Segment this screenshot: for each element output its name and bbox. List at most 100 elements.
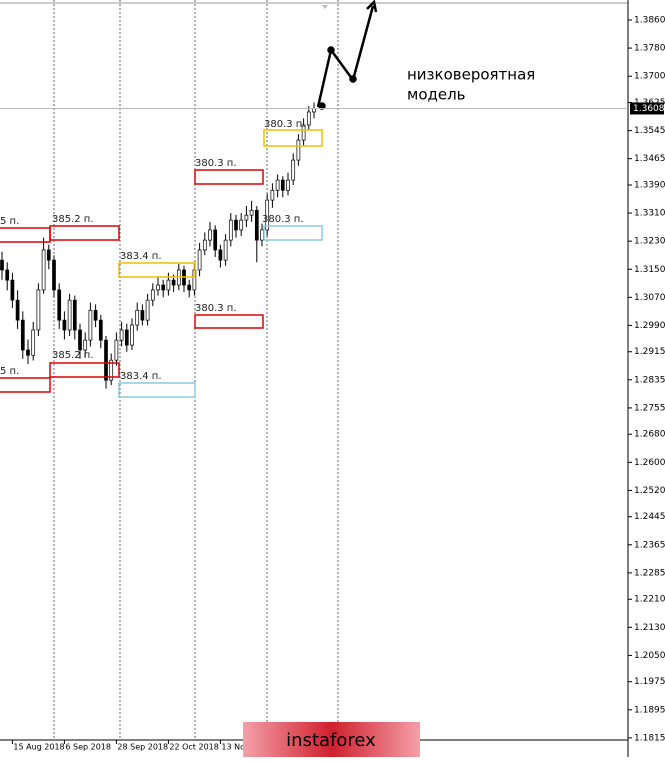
zone-label: 5 п.: [0, 366, 19, 377]
body: [161, 284, 166, 291]
y-tick-label: 1.3860: [634, 16, 665, 26]
y-tick-label: 1.3390: [634, 181, 665, 191]
axis: 1.38601.37801.37001.36251.35451.34651.33…: [0, 16, 665, 752]
body: [280, 179, 285, 191]
body: [104, 339, 108, 381]
y-tick-label: 1.3545: [634, 126, 665, 136]
marker: [322, 5, 328, 9]
zone-label: 385.2 п.: [52, 214, 94, 225]
body: [213, 229, 218, 251]
y-tick-label: 1.2365: [634, 540, 665, 550]
body: [166, 279, 171, 291]
price-box: [630, 102, 664, 115]
body: [124, 329, 129, 346]
zone: [0, 227, 51, 243]
zone-label: 383.4 п.: [120, 251, 162, 262]
body: [150, 289, 155, 301]
body: [254, 209, 259, 241]
zone: [263, 225, 323, 241]
body: [306, 111, 311, 126]
body: [244, 214, 249, 221]
body: [208, 229, 212, 241]
body: [291, 159, 296, 181]
zone-label: 5 п.: [0, 216, 19, 227]
forecast-arrow: [316, 0, 378, 110]
y-tick-label: 1.2835: [634, 375, 665, 385]
y-tick-label: 1.2210: [634, 595, 665, 605]
zone: [49, 362, 120, 378]
body: [26, 349, 30, 356]
note: модель: [407, 86, 466, 104]
body: [223, 239, 228, 261]
zone-label: 380.3 п.: [262, 214, 304, 225]
y-tick-label: 1.3070: [634, 293, 665, 303]
y-tick-label: 1.2445: [634, 512, 665, 522]
body: [5, 269, 10, 281]
zone-label: 383.4 п.: [120, 371, 162, 382]
y-tick-label: 1.2990: [634, 321, 665, 331]
body: [57, 289, 62, 321]
zone: [49, 225, 120, 241]
body: [197, 249, 202, 271]
body: [145, 299, 150, 321]
y-tick-label: 1.2680: [634, 430, 665, 440]
y-tick-label: 1.1895: [634, 705, 665, 715]
watermark-box: [243, 722, 420, 757]
y-tick-label: 1.1815: [634, 733, 665, 743]
body: [41, 249, 46, 291]
x-tick-label: 6 Sep 2018: [65, 743, 111, 752]
body: [46, 249, 51, 261]
y-tick-label: 1.3700: [634, 72, 665, 82]
y-tick-label: 1.2520: [634, 486, 665, 496]
zone: [194, 314, 264, 329]
y-tick-label: 1.1975: [634, 677, 665, 687]
body: [109, 359, 114, 381]
body: [270, 189, 275, 201]
body: [171, 279, 176, 286]
body: [72, 299, 77, 331]
y-tick-label: 1.3780: [634, 44, 665, 54]
body: [218, 249, 223, 261]
body: [130, 324, 134, 346]
body: [88, 309, 93, 341]
y-tick-label: 1.2130: [634, 623, 665, 633]
y-tick-label: 1.3465: [634, 154, 665, 164]
body: [239, 219, 244, 231]
body: [114, 339, 119, 361]
body: [286, 179, 290, 191]
body: [15, 299, 20, 321]
body: [249, 209, 254, 216]
zone: [118, 382, 196, 398]
body: [20, 319, 25, 351]
body: [0, 259, 4, 271]
body: [119, 329, 124, 341]
y-tick-label: 1.2600: [634, 458, 665, 468]
body: [31, 329, 36, 356]
zone: [194, 169, 264, 185]
x-tick-label: 28 Sep 2018: [117, 743, 168, 752]
y-tick-label: 1.2915: [634, 347, 665, 357]
body: [140, 309, 145, 321]
zone-label: 385.2 п.: [52, 350, 94, 361]
zone-label: 380.3 п.: [195, 158, 237, 169]
body: [67, 299, 72, 331]
y-tick-label: 1.2285: [634, 568, 665, 578]
x-tick-label: 15 Aug 2018: [13, 743, 64, 752]
body: [78, 329, 82, 351]
body: [202, 239, 207, 251]
zones: 5 п. 385.2 п. 383.4 п. 380.3 п. 380.3 п.…: [0, 119, 323, 398]
y-tick-label: 1.2755: [634, 403, 665, 413]
separators: [53, 0, 339, 740]
y-tick-label: 1.2050: [634, 651, 665, 661]
body: [265, 199, 270, 231]
body: [98, 319, 103, 341]
body: [156, 284, 160, 291]
body: [301, 124, 306, 141]
body: [187, 284, 192, 291]
body: [228, 219, 233, 241]
body: [93, 309, 98, 321]
body: [296, 139, 301, 161]
zone: [118, 262, 196, 278]
body: [234, 219, 238, 231]
zone: [0, 377, 51, 393]
